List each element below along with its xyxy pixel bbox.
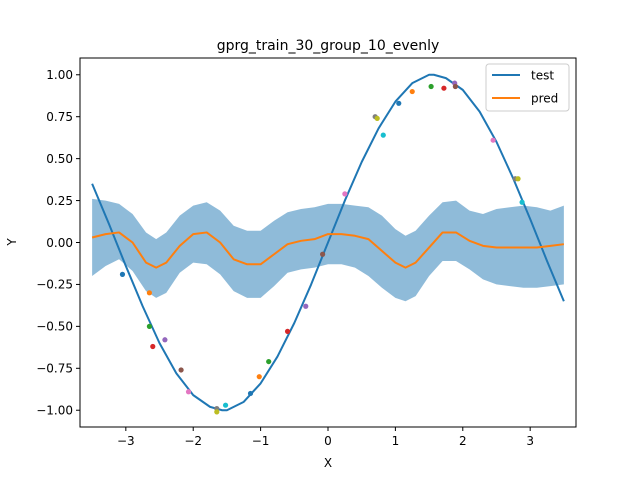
y-tick-label: −1.00 [36, 404, 73, 418]
legend-label-test: test [531, 69, 554, 83]
training-point [396, 100, 402, 106]
y-tick-label: −0.75 [36, 362, 73, 376]
y-tick-label: 0.00 [46, 236, 73, 250]
legend: test pred [485, 63, 570, 112]
training-point [214, 409, 220, 415]
training-point [178, 367, 184, 373]
training-point [380, 132, 386, 138]
training-point [441, 85, 447, 91]
x-tick-label: 2 [459, 434, 467, 448]
training-point [185, 389, 192, 395]
series-line-pred [91, 231, 564, 269]
uncertainty-band-layer [92, 198, 564, 302]
x-tick-label: −2 [184, 434, 202, 448]
training-point [490, 137, 496, 143]
y-tick-label: −0.50 [36, 320, 73, 334]
training-point [222, 402, 229, 408]
y-axis-label: Y [5, 238, 19, 247]
training-point [452, 83, 458, 90]
y-axis: −1.00 −0.75 −0.50 −0.25 0.00 0.25 0.50 0.75 1.00 [36, 68, 80, 418]
training-point [284, 328, 291, 334]
training-point [162, 337, 168, 343]
training-point [119, 271, 126, 277]
y-tick-label: 0.75 [46, 110, 73, 124]
y-tick-label: 0.50 [46, 152, 73, 166]
x-tick-label: −1 [252, 434, 270, 448]
series-lines-layer [91, 73, 565, 412]
x-tick-label: 3 [526, 434, 534, 448]
training-points-layer [119, 80, 525, 415]
training-point [146, 323, 153, 329]
uncertainty-band [92, 198, 564, 302]
training-point [320, 251, 326, 257]
training-point [428, 83, 434, 90]
training-point [409, 88, 415, 95]
x-tick-label: 0 [324, 434, 332, 448]
training-point [519, 199, 525, 205]
y-tick-label: 0.25 [46, 194, 73, 208]
training-point [374, 115, 380, 121]
x-axis: −3 −2 −1 0 1 2 3 [117, 427, 534, 448]
x-tick-label: 1 [392, 434, 400, 448]
legend-label-pred: pred [531, 92, 558, 106]
training-point [515, 176, 521, 182]
training-point [150, 343, 156, 350]
series-line-test [91, 73, 565, 412]
y-tick-label: −0.25 [36, 278, 73, 292]
chart-title: gprg_train_30_group_10_evenly [217, 38, 440, 54]
training-point [256, 374, 262, 380]
x-tick-label: −3 [117, 434, 135, 448]
training-point [303, 303, 309, 309]
training-point [247, 390, 254, 397]
training-point [266, 358, 272, 365]
x-axis-label: X [324, 456, 332, 470]
training-point [146, 290, 153, 296]
y-tick-label: 1.00 [46, 68, 73, 82]
training-point [342, 191, 348, 197]
